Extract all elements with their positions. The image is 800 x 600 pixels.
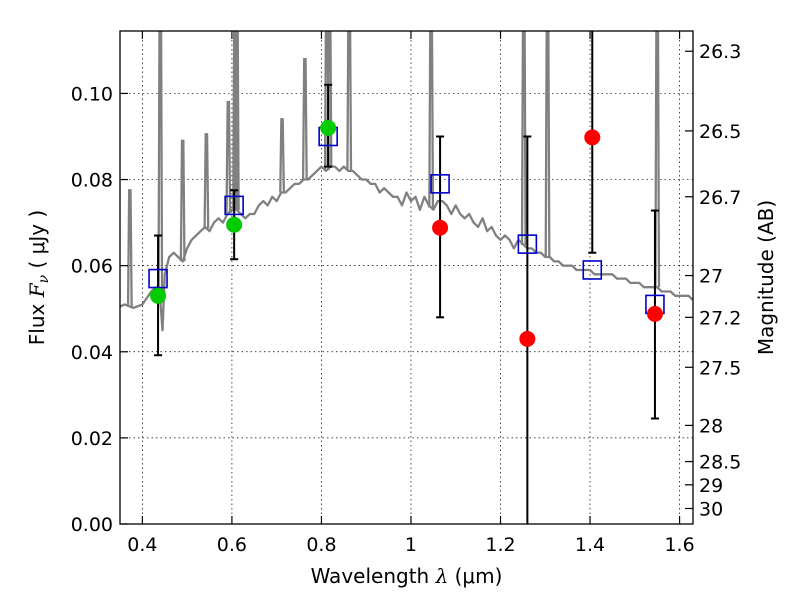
right-tick-label: 26.7 [699, 187, 741, 209]
y-tick-label: 0.08 [71, 170, 113, 192]
upper-limit-point [519, 330, 536, 347]
spectrum-line [120, 165, 693, 332]
emission-line [428, 31, 435, 208]
x-tick-label: 1 [405, 534, 417, 556]
emission-line [301, 57, 308, 180]
x-tick-label: 1.6 [664, 534, 694, 556]
x-tick-label: 0.8 [306, 534, 336, 556]
model-square-marker [582, 260, 603, 280]
model-square-marker [148, 268, 168, 289]
model-square-marker [224, 195, 244, 216]
y-tick-label: 0.02 [71, 428, 113, 450]
emission-line [346, 31, 353, 171]
right-tick-label: 28.5 [699, 452, 741, 474]
emission-line [225, 100, 232, 214]
right-tick-label: 27 [699, 266, 723, 288]
emission-line [157, 31, 164, 301]
model-square-marker [430, 174, 450, 194]
emission-line [233, 31, 240, 211]
emission-line [279, 118, 285, 193]
y-tick-label: 0.00 [71, 514, 113, 536]
plot-frame [119, 30, 694, 525]
emission-line [203, 133, 210, 229]
emission-line [544, 31, 551, 258]
detection-point [226, 216, 243, 233]
right-tick-label: 28 [699, 415, 723, 437]
x-tick-label: 0.6 [217, 534, 247, 556]
emission-line [179, 139, 186, 262]
x-tick-label: 0.4 [127, 534, 157, 556]
right-tick-label: 27.2 [699, 307, 741, 329]
labels-layer: 0.4 0.6 0.8 1 1.2 1.4 1.6 0.00 0.02 0.04 0.06 0.08 0… [25, 41, 778, 588]
model-square-marker [517, 234, 538, 254]
plot-data [120, 31, 693, 524]
y-tick-label: 0.10 [71, 83, 113, 105]
upper-limit-point [646, 305, 663, 322]
ticks-layer [120, 31, 693, 525]
right-tick-label: 26.3 [699, 41, 741, 63]
grid-layer [120, 31, 693, 525]
upper-limit-point [432, 219, 449, 236]
y-axis-label: Flux Fν ( μJy ) [25, 210, 52, 345]
x-axis-label: Wavelength λ (μm) [311, 564, 503, 588]
right-tick-label: 26.5 [699, 121, 741, 143]
upper-limit-point [584, 129, 601, 146]
x-tick-label: 1.2 [485, 534, 515, 556]
emission-line [654, 31, 661, 288]
detection-point [320, 119, 337, 136]
y-tick-label: 0.06 [71, 256, 113, 278]
right-tick-label: 29 [699, 475, 723, 497]
detection-point [150, 287, 167, 304]
right-tick-label: 30 [699, 498, 723, 520]
emission-line [326, 31, 333, 168]
right-tick-label: 27.5 [699, 357, 741, 379]
y-tick-label: 0.04 [71, 342, 113, 364]
emission-line [126, 189, 133, 307]
x-tick-label: 1.4 [575, 534, 605, 556]
right-axis-label: Magnitude (AB) [754, 200, 778, 355]
emission-line [520, 31, 527, 245]
